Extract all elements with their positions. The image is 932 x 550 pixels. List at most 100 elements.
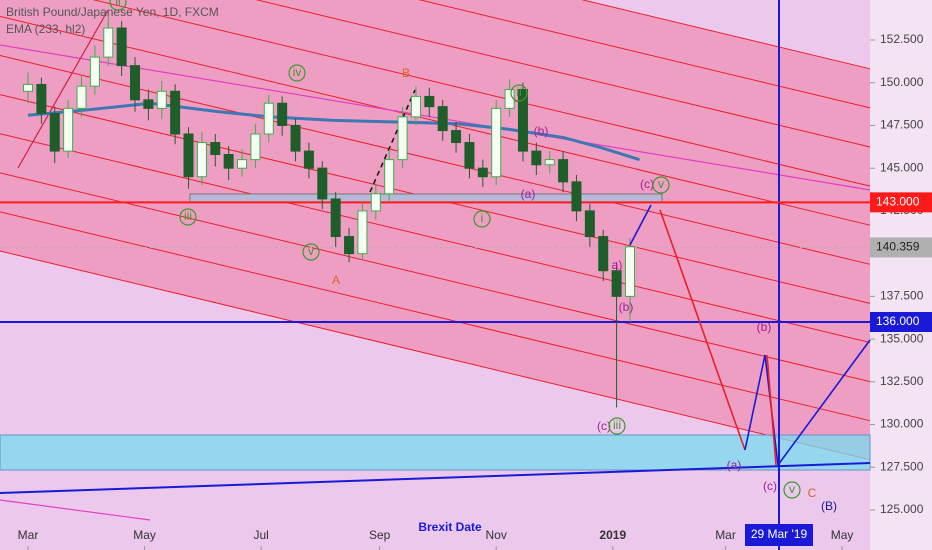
wave-circle [288, 64, 306, 82]
candle-body [36, 83, 47, 114]
wave-label: ii [516, 85, 521, 99]
wave-label: B [402, 66, 410, 80]
date-label: 29 Mar '19 [751, 527, 808, 541]
wave-label: C [808, 486, 817, 500]
x-tick-label: Mar [715, 528, 736, 542]
wave-circle [510, 84, 528, 102]
candle-body [143, 99, 154, 109]
candle-body [598, 236, 609, 272]
level-label: 140.359 [876, 240, 920, 254]
wave-circle [783, 481, 801, 499]
x-tick-label: May [133, 528, 156, 542]
channel-line [255, 0, 871, 148]
candle-body [544, 159, 555, 166]
y-tick-label: 150.000 [880, 75, 924, 89]
candle-body [584, 210, 595, 238]
wave-label: A [332, 273, 340, 287]
candle-body [357, 210, 368, 255]
projection-arrow [629, 204, 652, 246]
wave-label: ii [115, 0, 120, 8]
candle-body [370, 193, 381, 212]
candle-body [49, 112, 60, 152]
candle-body [611, 270, 622, 297]
trend-line [0, 499, 151, 521]
wave-label: (b) [534, 124, 549, 138]
candle-body [22, 83, 33, 92]
x-tick-label: May [831, 528, 854, 542]
wave-label: i [481, 211, 484, 225]
wave-label: (c) [597, 419, 611, 433]
channel-line [0, 55, 871, 265]
candle-body [303, 150, 314, 169]
channel-line [581, 0, 871, 70]
candle-body [223, 154, 234, 169]
candle-body [477, 167, 488, 178]
support-zone [0, 434, 871, 471]
wave-label: (B) [821, 499, 837, 513]
x-tick-label: Sep [369, 528, 391, 542]
wave-circle [109, 0, 127, 11]
candle-body [504, 89, 515, 109]
wave-label: (c) [640, 177, 654, 191]
trend-line [0, 44, 871, 191]
wave-circle [302, 243, 320, 261]
y-tick-label: 152.500 [880, 32, 924, 46]
y-tick-label: 147.500 [880, 118, 924, 132]
candle-body [517, 89, 528, 152]
candle-body [76, 85, 87, 109]
channel-fill [0, 0, 870, 460]
candle-body [451, 130, 462, 144]
channel-line [92, 0, 871, 187]
candle-body [290, 124, 301, 152]
ema-line [27, 101, 640, 162]
candle-body [424, 95, 435, 108]
y-tick-label: 130.000 [880, 417, 924, 431]
wave-label: v [658, 177, 664, 191]
channel-line [0, 172, 871, 383]
x-tick-label: Jul [253, 528, 268, 542]
projection-arrow [659, 209, 746, 451]
candle-body [330, 198, 341, 238]
date-tag [745, 524, 813, 546]
projection-arrow [766, 354, 777, 466]
candle-body [63, 107, 74, 152]
wave-label: (b) [757, 320, 772, 334]
wave-circle [179, 208, 197, 226]
indicator-name: EMA (233, hl2) [6, 22, 85, 36]
wave-label: iv [293, 65, 302, 79]
channel-line [0, 211, 871, 422]
wave-label: v [308, 244, 314, 258]
wave-label: (a) [727, 458, 742, 472]
wave-label: iii [613, 418, 621, 432]
x-tick-label: 2019 [599, 528, 626, 542]
candle-body [156, 90, 167, 109]
candle-body [116, 27, 127, 67]
trend-line [17, 9, 109, 169]
axis-panel [870, 0, 932, 550]
candle-body [397, 116, 408, 161]
candle-body [263, 102, 274, 135]
wave-label: (b) [619, 300, 634, 314]
channel-line [0, 250, 871, 461]
resistance-box [189, 193, 663, 203]
wave-label: Brexit Date [418, 520, 482, 534]
candle-body [491, 107, 502, 178]
x-tick-label: Nov [486, 528, 507, 542]
channel-line [0, 133, 871, 343]
candle-body [624, 246, 635, 297]
candle-body [344, 236, 355, 255]
candle-body [170, 90, 181, 135]
y-tick-label: 145.000 [880, 160, 924, 174]
x-tick-label: Mar [18, 528, 39, 542]
level-tag [870, 237, 932, 258]
candle-body [250, 133, 261, 161]
wave-circle [652, 176, 670, 194]
candle-body [237, 159, 248, 169]
level-label: 136.000 [876, 314, 920, 328]
level-label: 143.000 [876, 195, 920, 209]
candle-body [210, 142, 221, 156]
candle-body [103, 27, 114, 58]
candle-body [196, 142, 207, 178]
